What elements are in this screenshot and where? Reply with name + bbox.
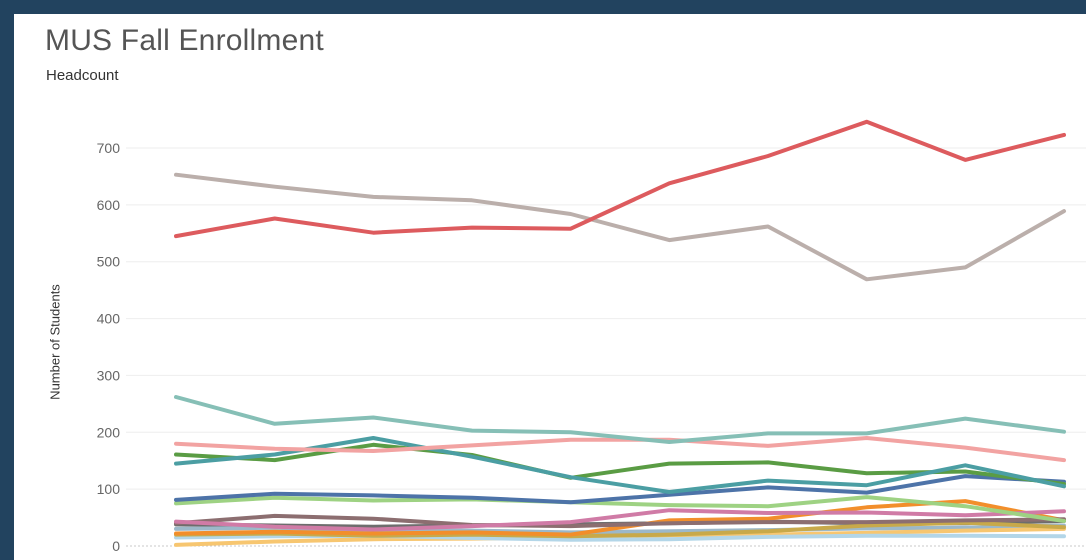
y-tick-label-200: 200	[97, 424, 121, 440]
line-chart-plot: 0 100 200 300 400 500 600 700	[97, 119, 1086, 554]
y-tick-label-0: 0	[112, 538, 120, 554]
y-tick-label-300: 300	[97, 367, 121, 383]
y-tick-label-100: 100	[97, 481, 121, 497]
y-tick-label-400: 400	[97, 311, 121, 327]
y-tick-label-500: 500	[97, 254, 121, 270]
chart-card: MUS Fall Enrollment Headcount Number of …	[14, 14, 1086, 560]
y-tick-label-600: 600	[97, 197, 121, 213]
y-tick-label-700: 700	[97, 140, 121, 156]
series-line-4[interactable]	[174, 436, 1066, 463]
series-line-3[interactable]	[174, 395, 1066, 444]
series-line-11[interactable]	[174, 499, 1066, 537]
series-line-5[interactable]	[174, 436, 1066, 494]
series-line-1[interactable]	[174, 119, 1066, 239]
series-line-2[interactable]	[174, 172, 1066, 282]
y-tick-labels: 0 100 200 300 400 500 600 700	[97, 140, 121, 554]
series-lines	[174, 119, 1066, 547]
grid-lines	[126, 147, 1086, 547]
chart-subtitle: Headcount	[46, 67, 119, 84]
series-line-10[interactable]	[174, 513, 1066, 529]
series-line-7[interactable]	[174, 474, 1066, 505]
chart-title: MUS Fall Enrollment	[45, 24, 324, 57]
series-line-8[interactable]	[174, 495, 1066, 523]
series-line-9[interactable]	[174, 508, 1066, 532]
series-line-6[interactable]	[174, 442, 1066, 486]
